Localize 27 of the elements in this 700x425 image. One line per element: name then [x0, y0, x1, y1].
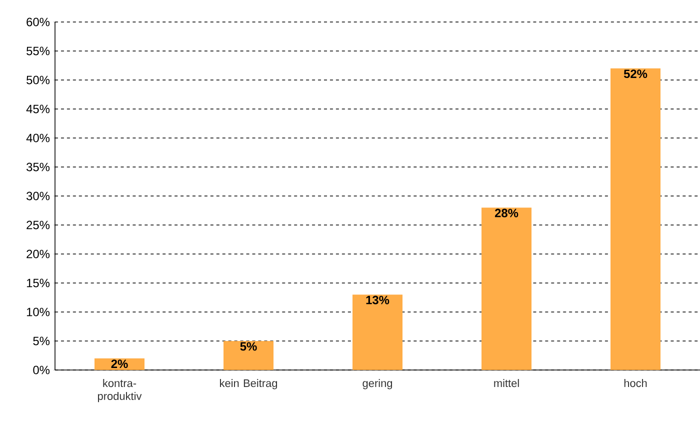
x-tick-label: kein Beitrag — [220, 379, 278, 390]
y-tick-label: 15% — [26, 278, 50, 288]
data-label: 2% — [111, 360, 128, 368]
y-tick-label: 0% — [33, 366, 50, 374]
y-tick-label: 55% — [26, 46, 50, 56]
y-tick-label: 25% — [26, 220, 50, 230]
bar — [352, 294, 403, 370]
y-tick-label: 10% — [26, 308, 50, 316]
bar — [224, 341, 274, 370]
y-tick-label: 20% — [26, 250, 50, 258]
bar — [610, 68, 661, 370]
x-tick-label: mittel — [494, 379, 519, 388]
y-tick-label: 35% — [26, 162, 50, 172]
data-label: 13% — [366, 296, 390, 304]
y-tick-label: 40% — [26, 134, 50, 142]
y-tick-label: 30% — [26, 192, 50, 200]
x-tick-label: gering — [362, 379, 392, 390]
data-label: 5% — [240, 342, 257, 351]
y-tick-label: 45% — [26, 104, 50, 114]
y-tick-label: 50% — [26, 76, 50, 84]
data-label: 28% — [494, 208, 518, 218]
y-tick-label: 5% — [33, 336, 50, 346]
x-tick-label: kontra-produktiv — [98, 379, 142, 402]
y-tick-label: 60% — [26, 18, 50, 26]
data-label: 52% — [624, 70, 648, 78]
x-tick-label: hoch — [624, 379, 647, 388]
bar — [482, 208, 532, 370]
